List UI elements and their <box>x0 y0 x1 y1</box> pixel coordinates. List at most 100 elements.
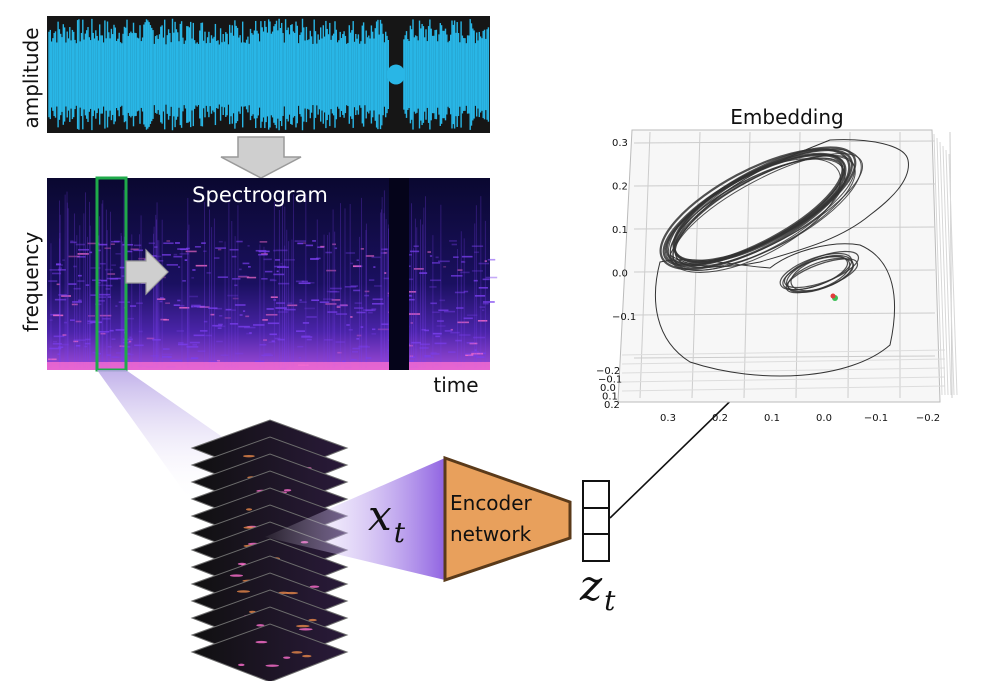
spectrogram-cell <box>107 296 112 298</box>
spectrogram-cell <box>246 332 252 335</box>
spectrogram-cell <box>106 277 116 280</box>
spectrogram-cell <box>380 252 386 254</box>
spectrogram-cell <box>429 255 433 257</box>
frame-stack <box>190 419 349 681</box>
spectrogram-cell <box>351 351 359 353</box>
spectrogram-cell <box>130 353 134 356</box>
spectrogram-cell <box>372 328 376 331</box>
spectrogram-cell <box>161 254 171 256</box>
spectrogram-cell <box>177 299 181 302</box>
spectrogram-cell <box>444 330 453 332</box>
spectrogram-cell <box>133 244 142 247</box>
spectrogram-cell <box>371 256 381 259</box>
spectrogram-cell <box>52 272 62 275</box>
spectrogram-cell <box>77 280 85 282</box>
embedding-x-tick: 0.2 <box>712 413 728 424</box>
spectrogram-cell <box>73 339 86 341</box>
spectrogram-cell <box>360 326 364 328</box>
spectrogram-cell <box>68 255 80 258</box>
spectrogram-cell <box>356 338 360 340</box>
spectrogram-cell <box>354 307 364 309</box>
spectrogram-cell <box>296 330 305 332</box>
spectrogram-cell <box>482 301 495 303</box>
spectrogram-cell <box>473 279 478 282</box>
embedding-gridline <box>633 183 936 187</box>
spectrogram-cell <box>410 250 420 253</box>
spectrogram-cell <box>127 353 131 355</box>
spectrogram-cell <box>53 335 65 338</box>
spectrogram-cell <box>195 264 208 267</box>
spectrogram-cell <box>61 343 69 346</box>
spectrogram-cell <box>206 272 211 274</box>
spectrogram-cell <box>453 256 459 258</box>
spectrogram-cell <box>100 279 108 282</box>
spectrogram-cell <box>254 360 265 363</box>
spectrogram-cell <box>473 336 486 339</box>
spectrogram-cell <box>450 328 453 331</box>
spectrogram-cell <box>97 284 107 287</box>
embedding-gridline <box>621 367 946 374</box>
spectrogram-cell <box>191 304 201 307</box>
embedding-z-tick: 0.2 <box>604 400 620 411</box>
embedding-trajectory <box>654 139 909 377</box>
spectrogram-cell <box>307 281 315 284</box>
spectrogram-cell <box>427 251 432 253</box>
spectrogram-cell <box>326 290 338 293</box>
spectrogram-cell <box>129 305 137 307</box>
spectrogram-cell <box>471 351 480 353</box>
spectrogram-cell <box>229 248 239 251</box>
spectrogram-cell <box>231 309 236 311</box>
spectrogram-cell <box>179 253 189 255</box>
spectrogram-background <box>47 178 490 370</box>
frame-layer-feature <box>302 654 312 658</box>
spectrogram-cell <box>335 313 348 315</box>
embedding-y-tick: 0.2 <box>612 182 628 193</box>
spectrogram-cell <box>238 276 250 278</box>
spectrogram-cell <box>348 328 353 331</box>
spectrogram-cell <box>352 265 362 267</box>
spectrogram-cell <box>473 354 479 356</box>
spectrogram-cell <box>234 284 238 287</box>
spectrogram-cell <box>189 295 198 298</box>
spectrogram-cell <box>301 335 311 338</box>
spectrogram-cell <box>482 278 490 281</box>
frame-layer-feature <box>296 624 310 628</box>
spectrogram-cell <box>163 242 174 245</box>
time-axis-label: time <box>433 373 478 397</box>
spectrogram-cell <box>107 273 116 275</box>
spectrogram-cell <box>191 277 195 279</box>
spectrogram-cell <box>90 294 97 296</box>
spectrogram-cell <box>210 313 215 316</box>
spectrogram-cell <box>267 322 280 325</box>
spectrogram-cell <box>182 280 186 282</box>
spectrogram-cell <box>468 355 477 357</box>
spectrogram-cell <box>432 262 441 264</box>
spectrogram-cell <box>156 298 166 300</box>
spectrogram-cell <box>439 299 446 302</box>
spectrogram-cell <box>461 261 466 263</box>
spectrogram-cell <box>381 323 389 326</box>
spectrogram-cell <box>77 253 89 255</box>
spectrogram-cell <box>219 314 223 317</box>
spectrogram-cell <box>134 344 144 347</box>
spectrogram-cell <box>106 284 113 287</box>
spectrogram-cell <box>336 306 341 308</box>
spectrogram-cell <box>239 314 243 316</box>
embedding-gridline <box>621 385 946 392</box>
spectrogram-cell <box>246 276 257 279</box>
spectrogram-cell <box>413 245 419 248</box>
spectrogram-cell <box>364 290 370 293</box>
spectrogram-cell <box>261 354 274 357</box>
frame-layer-feature <box>283 656 291 659</box>
spectrogram-cell <box>450 331 460 334</box>
spectrogram-cell <box>201 242 206 244</box>
spectrogram-cell <box>106 354 112 356</box>
spectrogram-cell <box>56 283 61 286</box>
spectrogram-cell <box>87 322 93 325</box>
frame-layer-feature <box>285 591 299 595</box>
frame-layer-feature <box>283 489 292 492</box>
spectrogram-cell <box>196 306 209 308</box>
spectrogram-cell <box>484 260 487 262</box>
spectrogram-cell <box>87 242 100 245</box>
frequency-axis-label: frequency <box>19 232 43 332</box>
